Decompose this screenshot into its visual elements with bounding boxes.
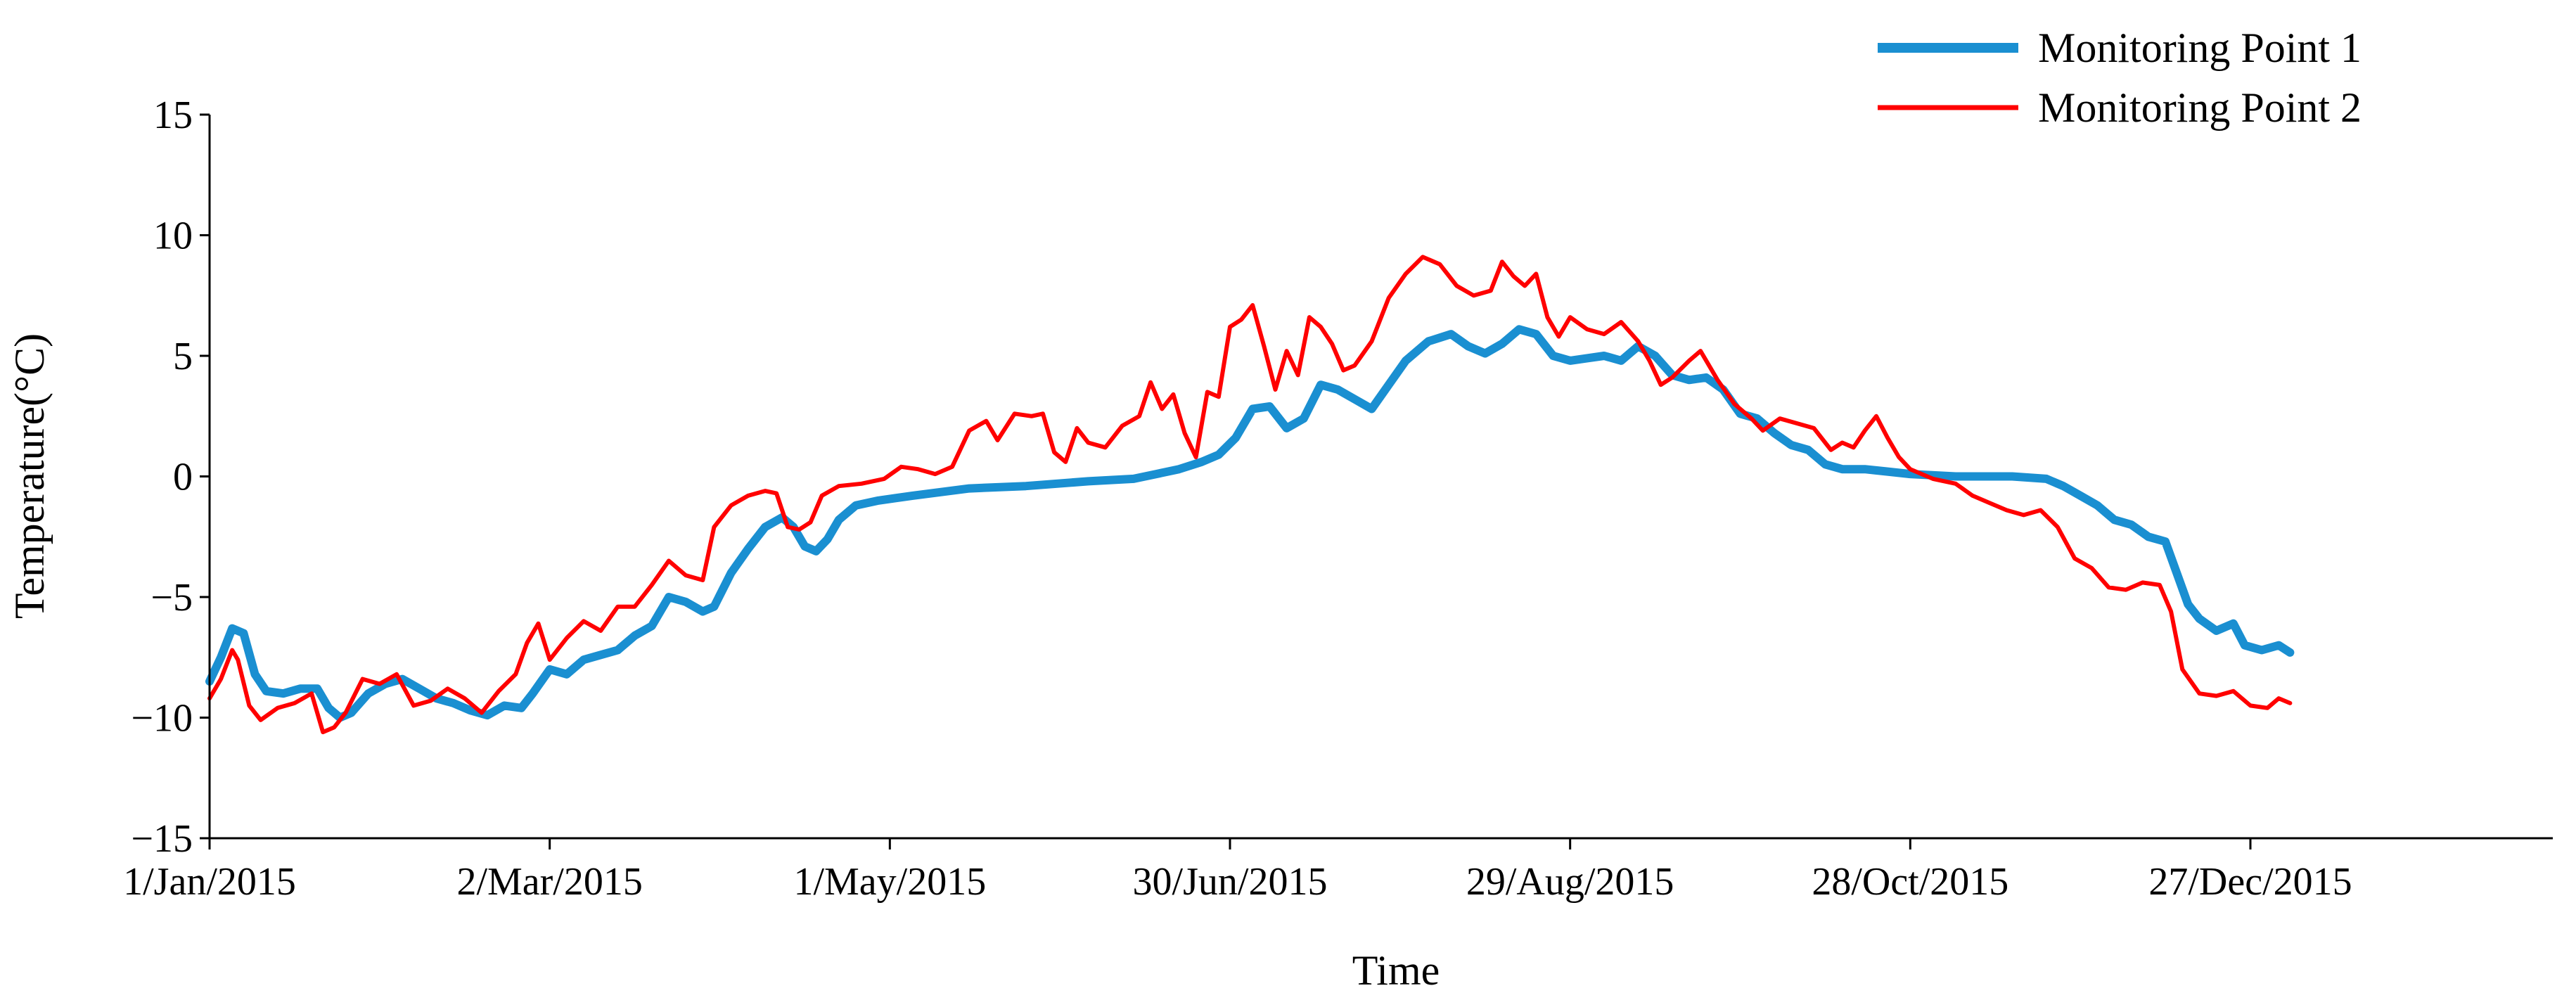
y-axis-title: Temperature(°C) xyxy=(6,333,53,619)
y-tick-label-10: −10 xyxy=(131,697,193,740)
x-tick-label-27-dec-2015: 27/Dec/2015 xyxy=(2148,860,2352,904)
x-tick-label-30-jun-2015: 30/Jun/2015 xyxy=(1133,860,1328,904)
x-axis-title: Time xyxy=(1352,947,1440,994)
y-tick-label-0: 0 xyxy=(173,456,193,499)
x-tick-label-1-jan-2015: 1/Jan/2015 xyxy=(123,860,296,904)
y-tick-label-5: −5 xyxy=(150,576,193,620)
legend-label-monitoring-point-1: Monitoring Point 1 xyxy=(2038,25,2362,71)
legend-label-monitoring-point-2: Monitoring Point 2 xyxy=(2038,84,2362,131)
y-ticks: −15 −10 −5 0 5 10 15 xyxy=(131,94,210,861)
y-tick-label-15: −15 xyxy=(131,817,193,861)
y-tick-label-5: 5 xyxy=(173,335,193,378)
series-layer xyxy=(205,255,2295,735)
x-ticks: 1/Jan/2015 2/Mar/2015 1/May/2015 30/Jun/201… xyxy=(123,838,2352,904)
series-line-monitoring-point-2 xyxy=(207,255,2293,735)
axes-layer xyxy=(208,115,2553,840)
y-tick-label-10: 10 xyxy=(153,214,193,258)
x-tick-label-2-mar-2015: 2/Mar/2015 xyxy=(456,860,642,904)
x-tick-label-29-aug-2015: 29/Aug/2015 xyxy=(1466,860,1674,904)
y-tick-label-15: 15 xyxy=(153,94,193,137)
x-tick-label-1-may-2015: 1/May/2015 xyxy=(793,860,986,904)
legend: Monitoring Point 1 Monitoring Point 2 xyxy=(1878,25,2362,131)
x-tick-label-28-oct-2015: 28/Oct/2015 xyxy=(1812,860,2008,904)
